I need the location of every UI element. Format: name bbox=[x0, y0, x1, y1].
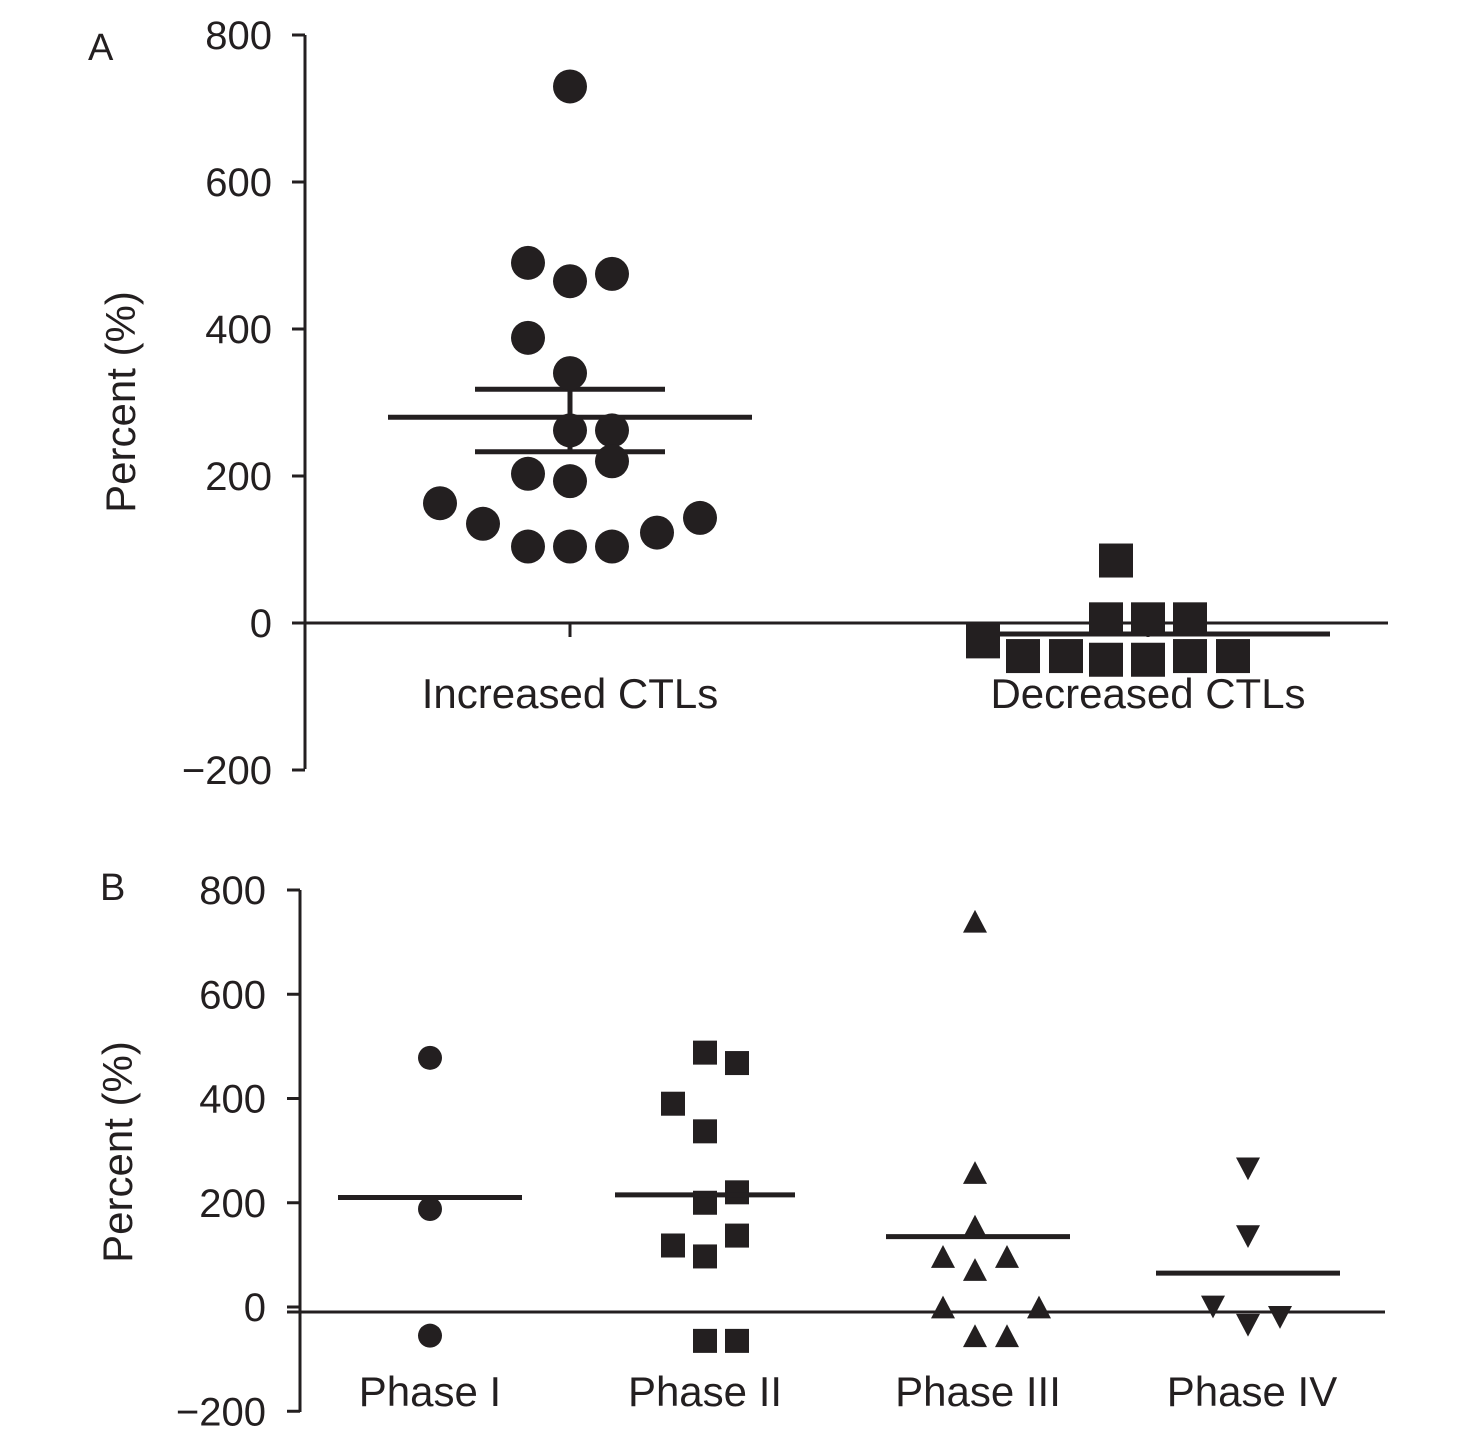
panel-a-y-axis-label: Percent (%) bbox=[97, 291, 144, 513]
series-decreased-ctls bbox=[966, 543, 1330, 677]
panel-b-category-labels: Phase I Phase II Phase III Phase IV bbox=[359, 1368, 1337, 1415]
data-point bbox=[466, 506, 500, 541]
data-point bbox=[553, 356, 587, 391]
data-point bbox=[553, 69, 587, 104]
data-point bbox=[640, 515, 674, 550]
data-point bbox=[693, 1328, 717, 1353]
panel-a-marks bbox=[388, 69, 1330, 677]
category-label-increased-ctls: Increased CTLs bbox=[422, 670, 718, 717]
data-point bbox=[995, 1245, 1019, 1268]
series-phase-iii bbox=[886, 909, 1070, 1348]
series-phase-i bbox=[338, 1045, 522, 1348]
y-tick-label: 200 bbox=[199, 1182, 266, 1226]
data-point bbox=[1268, 1306, 1292, 1329]
series-phase-ii bbox=[615, 1040, 795, 1353]
y-tick-label: 800 bbox=[205, 14, 272, 58]
data-point bbox=[511, 529, 545, 564]
data-point bbox=[931, 1245, 955, 1268]
y-tick-label: 800 bbox=[199, 869, 266, 913]
data-point bbox=[595, 444, 629, 479]
data-point bbox=[693, 1244, 717, 1269]
series-phase-iv bbox=[1156, 1157, 1340, 1337]
panel-a-category-labels: Increased CTLs Decreased CTLs bbox=[422, 670, 1306, 717]
category-label-decreased-ctls: Decreased CTLs bbox=[990, 670, 1305, 717]
data-point bbox=[595, 413, 629, 448]
y-tick-label: −200 bbox=[176, 1390, 266, 1434]
data-point bbox=[995, 1324, 1019, 1348]
data-point bbox=[683, 500, 717, 535]
panel-b-letter: B bbox=[100, 867, 125, 909]
y-tick-label: 400 bbox=[205, 308, 272, 352]
data-point bbox=[1131, 642, 1165, 677]
data-point bbox=[511, 245, 545, 280]
y-tick-label: −200 bbox=[182, 749, 272, 793]
data-point bbox=[511, 456, 545, 491]
y-tick-label: 600 bbox=[199, 973, 266, 1017]
data-point bbox=[963, 1214, 987, 1238]
data-point bbox=[963, 1324, 987, 1348]
data-point bbox=[1089, 602, 1123, 637]
data-point bbox=[693, 1040, 717, 1065]
data-point bbox=[1089, 642, 1123, 677]
data-point bbox=[1027, 1295, 1051, 1319]
data-point bbox=[1173, 602, 1207, 637]
data-point bbox=[418, 1045, 442, 1070]
data-point bbox=[1236, 1157, 1260, 1181]
data-point bbox=[1131, 602, 1165, 637]
data-point bbox=[553, 413, 587, 448]
data-point bbox=[661, 1233, 685, 1258]
y-tick-label: 200 bbox=[205, 455, 272, 499]
panel-b: B Percent (%) −200 0 200 400 600 800 Phase I … bbox=[94, 867, 1385, 1434]
data-point bbox=[553, 529, 587, 564]
data-point bbox=[1236, 1225, 1260, 1249]
y-tick-label: 0 bbox=[244, 1286, 266, 1330]
panel-b-y-ticks: −200 0 200 400 600 800 bbox=[176, 869, 300, 1434]
data-point bbox=[966, 624, 1000, 659]
data-point bbox=[725, 1328, 749, 1353]
data-point bbox=[1006, 639, 1040, 674]
data-point bbox=[418, 1323, 442, 1348]
data-point bbox=[1216, 639, 1250, 674]
panel-a-y-ticks: −200 0 200 400 600 800 bbox=[182, 14, 305, 793]
data-point bbox=[1173, 639, 1207, 674]
data-point bbox=[418, 1197, 442, 1222]
data-point bbox=[725, 1051, 749, 1076]
category-label-phase-ii: Phase II bbox=[628, 1368, 782, 1415]
panel-a-letter: A bbox=[88, 27, 114, 69]
data-point bbox=[1099, 543, 1133, 578]
panel-b-marks bbox=[338, 909, 1340, 1353]
data-point bbox=[725, 1180, 749, 1205]
data-point bbox=[931, 1295, 955, 1319]
data-point bbox=[963, 909, 987, 933]
data-point bbox=[725, 1223, 749, 1248]
data-point bbox=[1201, 1295, 1225, 1319]
y-tick-label: 600 bbox=[205, 161, 272, 205]
data-point bbox=[423, 486, 457, 521]
data-point bbox=[963, 1258, 987, 1281]
data-point bbox=[693, 1119, 717, 1144]
category-label-phase-iv: Phase IV bbox=[1167, 1368, 1337, 1415]
panel-a: A Percent (%) −200 0 200 400 600 800 Increase… bbox=[88, 14, 1388, 793]
panel-b-y-axis-label: Percent (%) bbox=[94, 1041, 141, 1263]
data-point bbox=[553, 464, 587, 499]
data-point bbox=[963, 1161, 987, 1184]
data-point bbox=[595, 256, 629, 291]
data-point bbox=[553, 264, 587, 299]
category-label-phase-i: Phase I bbox=[359, 1368, 501, 1415]
data-point bbox=[595, 529, 629, 564]
data-point bbox=[1236, 1313, 1260, 1337]
data-point bbox=[1049, 639, 1083, 674]
data-point bbox=[511, 320, 545, 355]
category-label-phase-iii: Phase III bbox=[895, 1368, 1061, 1415]
data-point bbox=[661, 1091, 685, 1116]
series-increased-ctls bbox=[388, 69, 752, 564]
y-tick-label: 0 bbox=[250, 602, 272, 646]
y-tick-label: 400 bbox=[199, 1078, 266, 1122]
